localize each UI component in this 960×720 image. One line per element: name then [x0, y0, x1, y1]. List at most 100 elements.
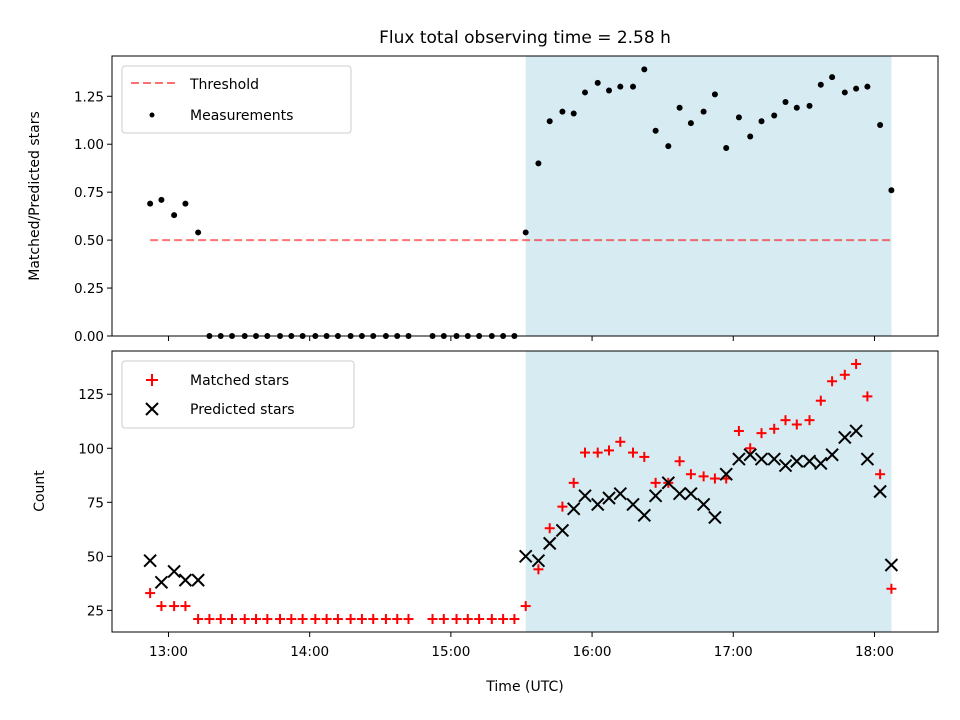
count-observing-window — [525, 351, 892, 632]
count-y-tick-label: 125 — [78, 387, 104, 403]
matched-stars-point — [215, 614, 226, 625]
measurement-point — [817, 81, 824, 88]
measurement-point — [147, 200, 154, 207]
predicted-stars-point — [661, 476, 676, 490]
x-tick-label: 14:00 — [290, 644, 329, 660]
measurement-point — [735, 114, 742, 121]
measurement-point — [782, 99, 789, 106]
legend-matched-label: Matched stars — [190, 373, 289, 389]
x-tick-label: 18:00 — [855, 644, 894, 660]
predicted-stars-point — [767, 452, 781, 466]
matched-stars-point — [580, 447, 591, 458]
ratio-y-tick-label: 0.00 — [74, 329, 104, 345]
x-tick-label: 13:00 — [149, 644, 188, 660]
matched-stars-point — [345, 614, 356, 625]
ratio-legend: Threshold Measurements — [121, 65, 352, 134]
predicted-stars-point — [191, 573, 205, 587]
matched-stars-point — [392, 614, 403, 625]
x-tick-label: 16:00 — [573, 644, 612, 660]
matched-stars-point — [698, 471, 709, 482]
measurement-point — [559, 108, 566, 115]
matched-stars-point — [745, 443, 756, 454]
matched-stars-point — [275, 614, 286, 625]
measurement-point — [806, 102, 813, 109]
matched-stars-point — [628, 447, 639, 458]
matched-stars-point — [533, 564, 544, 575]
matched-stars-point — [169, 601, 180, 612]
matched-stars-point — [815, 395, 826, 406]
predicted-stars-point — [719, 467, 733, 481]
count-plot-frame — [111, 350, 939, 633]
matched-stars-point — [568, 477, 579, 488]
ratio-y-axis-label: Matched/Predicted stars — [27, 111, 43, 281]
measurement-point — [617, 83, 624, 90]
predicted-stars-point — [543, 536, 557, 551]
predicted-stars-point — [873, 484, 887, 499]
matched-stars-point — [227, 614, 238, 625]
ratio-y-tick-label: 0.75 — [74, 185, 104, 201]
matched-stars-point — [145, 588, 156, 599]
measurement-point — [158, 196, 165, 203]
matched-stars-point — [380, 614, 391, 625]
measurement-point — [793, 104, 800, 111]
predicted-stars-point — [518, 549, 533, 564]
x-tick-label: 17:00 — [714, 644, 753, 660]
legend-predicted-swatch — [145, 402, 159, 416]
predicted-stars-point — [754, 452, 769, 466]
predicted-stars-point — [613, 486, 628, 501]
predicted-stars-point — [860, 452, 875, 466]
x-tick-label: 15:00 — [431, 644, 470, 660]
matched-stars-point — [321, 614, 332, 625]
matched-stars-point — [356, 614, 367, 625]
predicted-stars-point — [143, 553, 157, 568]
predicted-stars-point — [567, 502, 581, 516]
predicted-stars-point — [696, 497, 711, 512]
matched-stars-point — [193, 614, 204, 625]
matched-stars-point — [180, 601, 191, 612]
matched-stars-point — [804, 415, 815, 426]
matched-stars-point — [557, 501, 568, 512]
measurement-point — [522, 229, 529, 236]
matched-stars-point — [520, 601, 531, 612]
matched-stars-point — [827, 376, 838, 387]
predicted-stars-point — [708, 510, 722, 525]
matched-stars-point — [204, 614, 215, 625]
count-y-axis-label: Count — [32, 470, 48, 512]
measurement-point — [182, 200, 189, 207]
matched-stars-point — [886, 583, 897, 594]
predicted-stars-point — [790, 454, 804, 468]
count-y-tick-label: 100 — [78, 441, 104, 457]
ratio-panel: 0.00 0.25 0.50 0.75 1.00 1.25 Matched/Predict… — [27, 55, 939, 345]
predicted-stars-point — [802, 454, 817, 468]
measurement-point — [723, 145, 730, 152]
measurement-point — [771, 112, 778, 119]
matched-stars-point — [685, 469, 696, 480]
predicted-stars-point — [648, 489, 663, 503]
measurement-point — [700, 108, 707, 115]
matched-stars-point — [604, 445, 615, 456]
predicted-stars-point — [591, 497, 605, 512]
legend-predicted-label: Predicted stars — [190, 402, 295, 418]
matched-stars-point — [709, 473, 720, 484]
ratio-y-tick-label: 0.50 — [74, 233, 104, 249]
ratio-plot-frame — [111, 55, 939, 337]
measurement-point — [665, 143, 672, 150]
measurement-point — [687, 120, 694, 127]
matched-stars-point — [875, 469, 886, 480]
legend-matched-swatch — [146, 374, 158, 386]
measurement-point — [606, 87, 613, 94]
predicted-stars-point — [732, 452, 746, 466]
predicted-stars-point — [849, 424, 863, 438]
legend-measurements-label: Measurements — [190, 108, 293, 124]
matched-stars-point — [262, 614, 273, 625]
ratio-y-tick-label: 1.00 — [74, 137, 104, 153]
matched-stars-point — [544, 523, 555, 534]
predicted-stars-point — [578, 489, 592, 503]
matched-stars-point — [286, 614, 297, 625]
legend-threshold-label: Threshold — [189, 77, 259, 93]
predicted-stars-point — [778, 458, 793, 473]
predicted-stars-point — [154, 575, 169, 589]
predicted-stars-point — [167, 564, 181, 579]
predicted-stars-point — [684, 486, 698, 501]
